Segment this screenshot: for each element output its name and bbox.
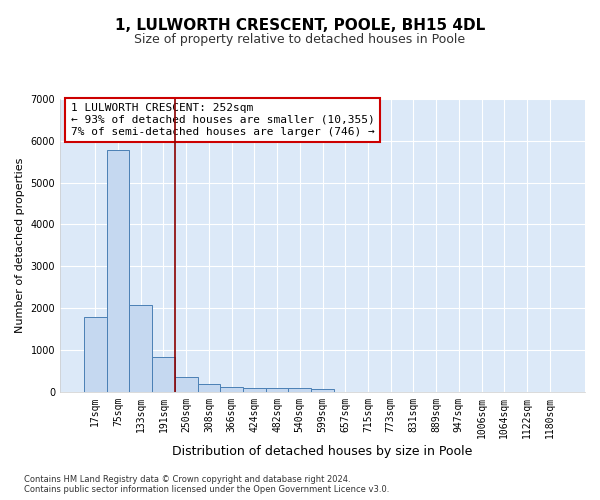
Text: Size of property relative to detached houses in Poole: Size of property relative to detached ho… [134,32,466,46]
Text: Contains public sector information licensed under the Open Government Licence v3: Contains public sector information licen… [24,484,389,494]
Text: 1, LULWORTH CRESCENT, POOLE, BH15 4DL: 1, LULWORTH CRESCENT, POOLE, BH15 4DL [115,18,485,32]
Y-axis label: Number of detached properties: Number of detached properties [15,158,25,333]
Bar [311,390,334,392]
Bar [84,317,107,392]
Text: Contains HM Land Registry data © Crown copyright and database right 2024.: Contains HM Land Registry data © Crown c… [24,474,350,484]
X-axis label: Distribution of detached houses by size in Poole: Distribution of detached houses by size … [172,444,473,458]
Bar [152,358,175,392]
Bar [175,378,197,392]
Bar [289,388,311,392]
Bar [266,388,289,392]
Bar [197,384,220,392]
Bar [243,388,266,392]
Bar [220,386,243,392]
Text: 1 LULWORTH CRESCENT: 252sqm
← 93% of detached houses are smaller (10,355)
7% of : 1 LULWORTH CRESCENT: 252sqm ← 93% of det… [71,104,374,136]
Bar [107,150,130,392]
Bar [130,306,152,392]
